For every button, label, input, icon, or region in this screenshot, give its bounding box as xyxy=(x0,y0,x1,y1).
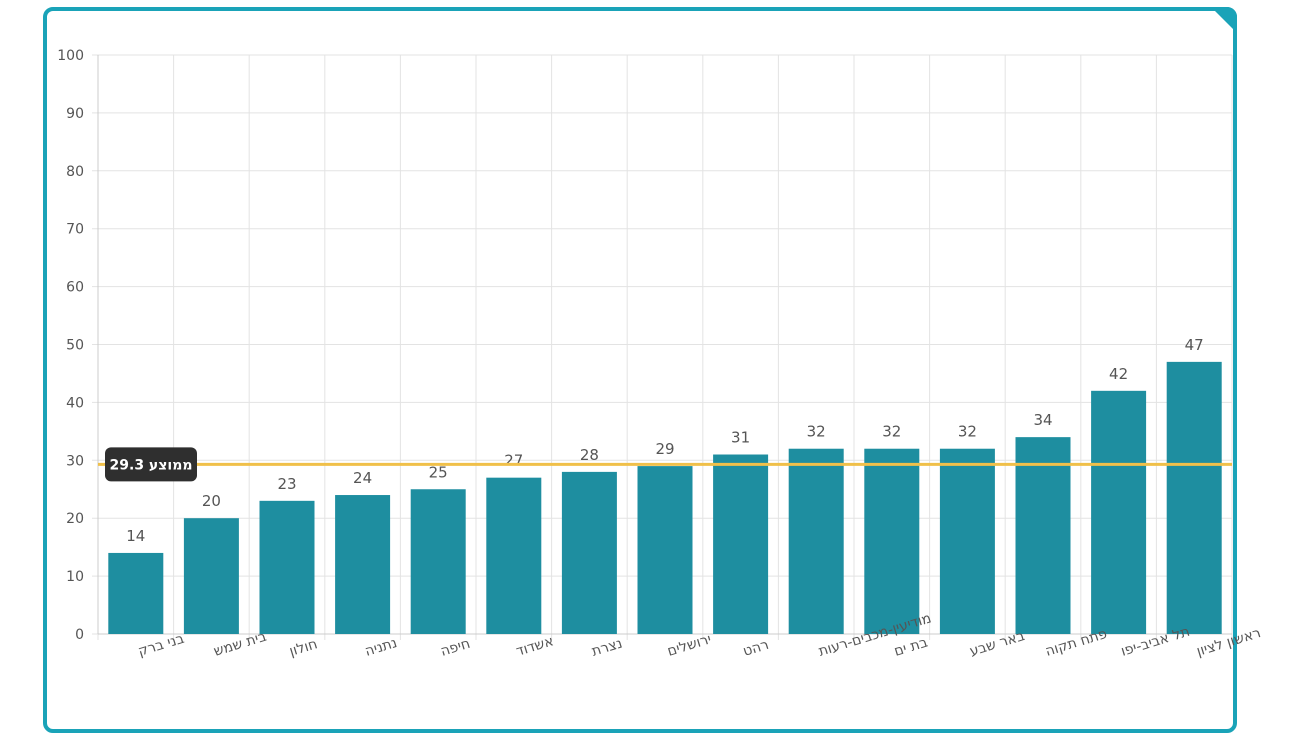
y-tick-label: 40 xyxy=(66,395,84,411)
x-tick-label: ירושלים xyxy=(665,631,713,660)
x-tick-label: רהט xyxy=(741,637,771,660)
y-tick-label: 90 xyxy=(66,106,84,122)
value-label: 23 xyxy=(277,475,296,493)
bar xyxy=(864,448,920,634)
bar xyxy=(637,466,693,634)
y-tick-label: 50 xyxy=(66,338,84,354)
average-marker: ממוצע 29.3 xyxy=(98,447,1232,482)
bar xyxy=(183,518,239,634)
value-label: 34 xyxy=(1033,411,1052,429)
x-tick-label: חיפה xyxy=(439,636,473,660)
value-label: 42 xyxy=(1109,365,1128,383)
x-tick-label: אשדוד xyxy=(514,633,555,660)
value-label: 14 xyxy=(126,527,145,545)
average-label: ממוצע 29.3 xyxy=(110,457,193,473)
bar xyxy=(788,448,844,634)
bar xyxy=(259,500,315,634)
y-tick-label: 100 xyxy=(57,48,84,64)
value-label: 28 xyxy=(580,446,599,464)
x-tick-label: בת ים xyxy=(892,635,929,660)
value-label: 24 xyxy=(353,469,372,487)
value-label: 20 xyxy=(202,492,221,510)
y-tick-label: 30 xyxy=(66,453,84,469)
bar xyxy=(1091,390,1147,634)
bar xyxy=(713,454,769,634)
value-label: 32 xyxy=(807,423,826,441)
value-label: 32 xyxy=(958,423,977,441)
y-tick-label: 20 xyxy=(66,511,84,527)
y-tick-label: 10 xyxy=(66,569,84,585)
bars xyxy=(108,361,1222,634)
bar xyxy=(1166,361,1222,634)
bar xyxy=(335,495,391,634)
x-tick-label: נצרת xyxy=(590,635,624,659)
y-tick-label: 0 xyxy=(75,627,84,643)
value-label: 32 xyxy=(882,423,901,441)
value-labels: 14 20 23 24 25 27 28 29 31 32 32 32 34 42 47 xyxy=(126,336,1203,545)
value-label: 27 xyxy=(504,452,523,470)
value-label: 47 xyxy=(1185,336,1204,354)
x-tick-label: בני ברק xyxy=(136,631,186,660)
bar xyxy=(486,477,542,634)
average-badge xyxy=(105,447,197,482)
y-tick-label: 80 xyxy=(66,164,84,180)
y-tick-label: 60 xyxy=(66,280,84,296)
bar xyxy=(939,448,995,634)
x-tick-label: נתניה xyxy=(363,635,399,660)
x-tick-label: חולון xyxy=(287,636,319,660)
value-label: 25 xyxy=(429,463,448,481)
card-corner-fold xyxy=(1211,7,1237,33)
y-tick-label: 70 xyxy=(66,222,84,238)
bar xyxy=(108,552,164,634)
value-label: 29 xyxy=(655,440,674,458)
y-axis-ticks: 0 10 20 30 40 50 60 70 80 90 100 xyxy=(57,48,84,643)
bar xyxy=(410,489,466,634)
bar xyxy=(1015,437,1071,634)
bar xyxy=(561,471,617,634)
value-label: 31 xyxy=(731,429,750,447)
